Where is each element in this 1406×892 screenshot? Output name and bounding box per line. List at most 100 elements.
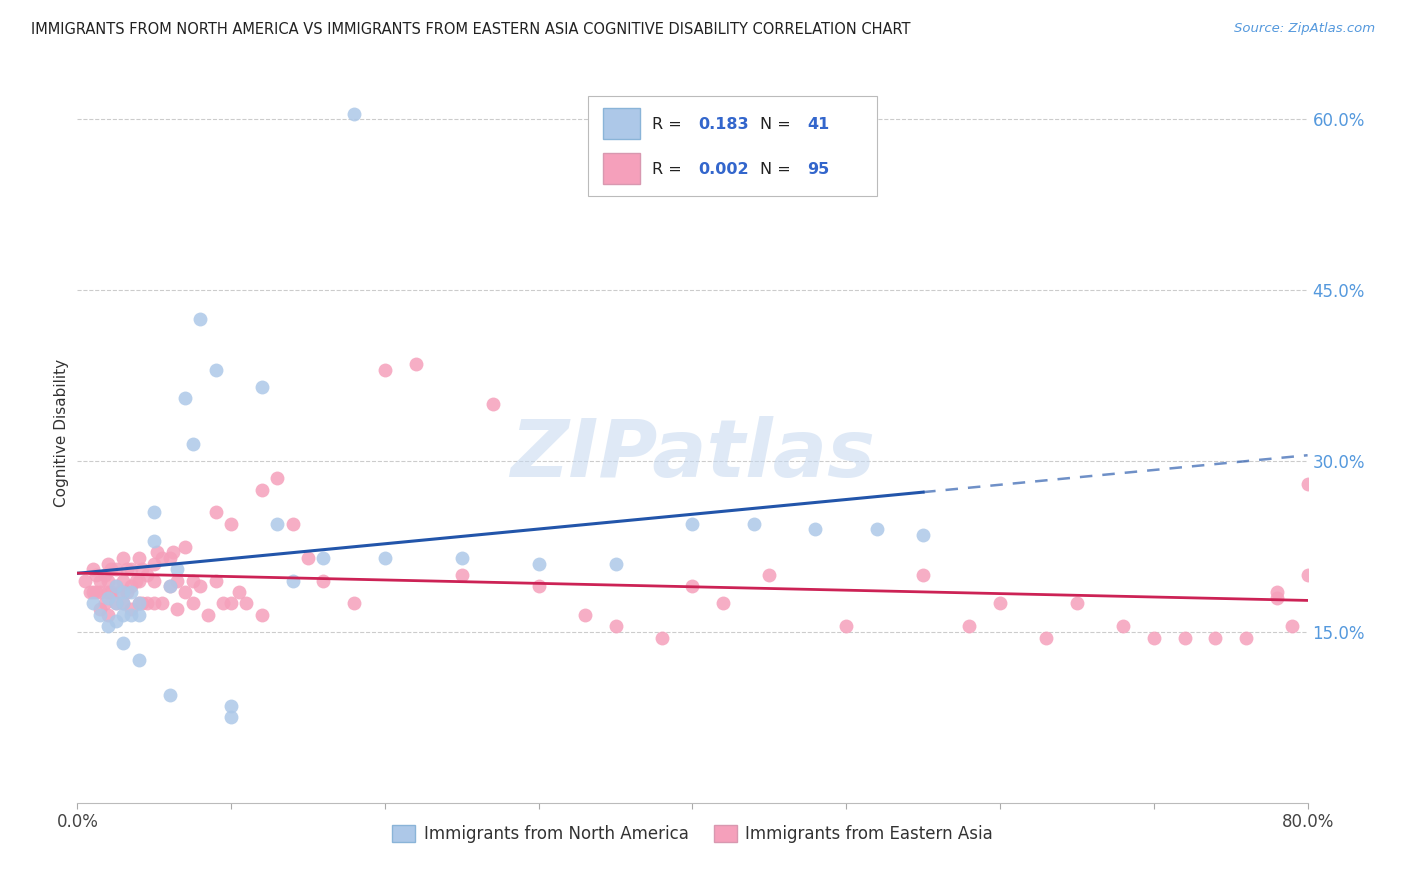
Point: [1234, 631, 1257, 645]
Point: [1035, 631, 1057, 645]
Point: [1112, 619, 1135, 633]
Point: [112, 597, 135, 611]
Text: IMMIGRANTS FROM NORTH AMERICA VS IMMIGRANTS FROM EASTERN ASIA COGNITIVE DISABILI: IMMIGRANTS FROM NORTH AMERICA VS IMMIGRA…: [31, 22, 911, 37]
Point: [166, 602, 188, 616]
Point: [94, 568, 117, 582]
Point: [143, 557, 166, 571]
Point: [135, 568, 157, 582]
Point: [405, 357, 427, 371]
Text: N =: N =: [761, 162, 790, 178]
Point: [97, 619, 120, 633]
Point: [120, 579, 142, 593]
Point: [166, 562, 188, 576]
Point: [250, 483, 273, 497]
Point: [174, 392, 197, 406]
Point: [166, 574, 188, 588]
Point: [104, 597, 127, 611]
Point: [97, 607, 120, 622]
Point: [82, 597, 104, 611]
Point: [758, 568, 780, 582]
Point: [131, 597, 153, 611]
Y-axis label: Cognitive Disability: Cognitive Disability: [53, 359, 69, 507]
Point: [219, 710, 242, 724]
Legend: Immigrants from North America, Immigrants from Eastern Asia: Immigrants from North America, Immigrant…: [385, 819, 1000, 850]
Point: [912, 528, 935, 542]
Point: [481, 397, 503, 411]
Point: [94, 597, 117, 611]
Point: [281, 516, 304, 531]
Point: [120, 562, 142, 576]
Point: [574, 607, 596, 622]
Point: [212, 597, 235, 611]
Point: [143, 505, 166, 519]
Point: [174, 585, 197, 599]
Point: [112, 636, 135, 650]
Point: [174, 540, 197, 554]
Point: [204, 505, 226, 519]
Point: [104, 562, 127, 576]
Text: 0.002: 0.002: [699, 162, 749, 178]
Text: 0.183: 0.183: [699, 117, 749, 132]
Point: [146, 545, 169, 559]
Point: [1265, 585, 1288, 599]
Point: [957, 619, 980, 633]
Point: [181, 574, 204, 588]
Point: [374, 363, 396, 377]
Point: [128, 550, 150, 565]
Point: [128, 653, 150, 667]
Point: [204, 363, 226, 377]
Point: [150, 550, 173, 565]
Point: [450, 568, 472, 582]
Point: [131, 562, 153, 576]
Point: [219, 597, 242, 611]
Point: [120, 602, 142, 616]
Text: R =: R =: [652, 117, 682, 132]
Point: [89, 602, 111, 616]
Point: [162, 545, 184, 559]
Point: [104, 614, 127, 628]
Point: [988, 597, 1011, 611]
Point: [312, 574, 335, 588]
Point: [79, 585, 101, 599]
Point: [1174, 631, 1197, 645]
Point: [100, 562, 122, 576]
Text: Source: ZipAtlas.com: Source: ZipAtlas.com: [1234, 22, 1375, 36]
Bar: [603, 108, 640, 139]
Text: 41: 41: [807, 117, 830, 132]
Point: [266, 471, 288, 485]
Point: [250, 607, 273, 622]
Point: [297, 550, 319, 565]
Point: [181, 437, 204, 451]
Point: [1296, 568, 1319, 582]
Point: [266, 516, 288, 531]
Point: [527, 557, 550, 571]
Point: [711, 597, 734, 611]
Point: [89, 607, 111, 622]
Point: [89, 574, 111, 588]
Point: [181, 597, 204, 611]
Point: [128, 574, 150, 588]
Point: [120, 607, 142, 622]
Point: [159, 688, 181, 702]
Point: [84, 585, 107, 599]
Point: [682, 579, 704, 593]
Point: [804, 523, 827, 537]
Point: [219, 516, 242, 531]
Text: 95: 95: [807, 162, 830, 178]
Point: [73, 574, 96, 588]
Point: [250, 380, 273, 394]
Point: [112, 550, 135, 565]
Point: [605, 557, 627, 571]
Point: [97, 585, 120, 599]
Point: [112, 574, 135, 588]
Point: [527, 579, 550, 593]
Point: [135, 597, 157, 611]
Point: [104, 579, 127, 593]
Point: [605, 619, 627, 633]
Point: [1143, 631, 1166, 645]
Point: [104, 579, 127, 593]
Point: [143, 597, 166, 611]
Point: [104, 597, 127, 611]
Point: [742, 516, 765, 531]
Point: [1066, 597, 1088, 611]
